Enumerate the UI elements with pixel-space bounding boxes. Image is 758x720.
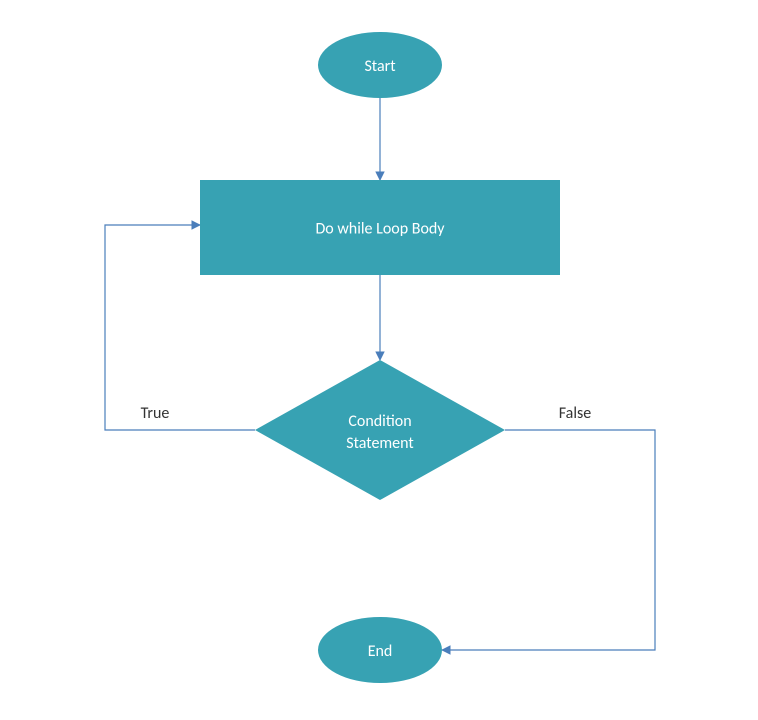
edge-false-to-end <box>442 430 655 650</box>
condition-node: Condition Statement <box>255 360 505 500</box>
start-label: Start <box>364 57 396 76</box>
condition-label-1: Condition <box>348 412 411 431</box>
flowchart-canvas: True False Start Do while Loop Body Cond… <box>0 0 758 720</box>
end-node: End <box>318 617 442 683</box>
body-node: Do while Loop Body <box>200 180 560 275</box>
start-node: Start <box>318 32 442 98</box>
condition-label-2: Statement <box>346 434 414 453</box>
edge-true-label: True <box>141 404 170 423</box>
edge-false-label: False <box>559 404 592 423</box>
end-label: End <box>368 642 393 661</box>
body-label: Do while Loop Body <box>315 220 445 239</box>
